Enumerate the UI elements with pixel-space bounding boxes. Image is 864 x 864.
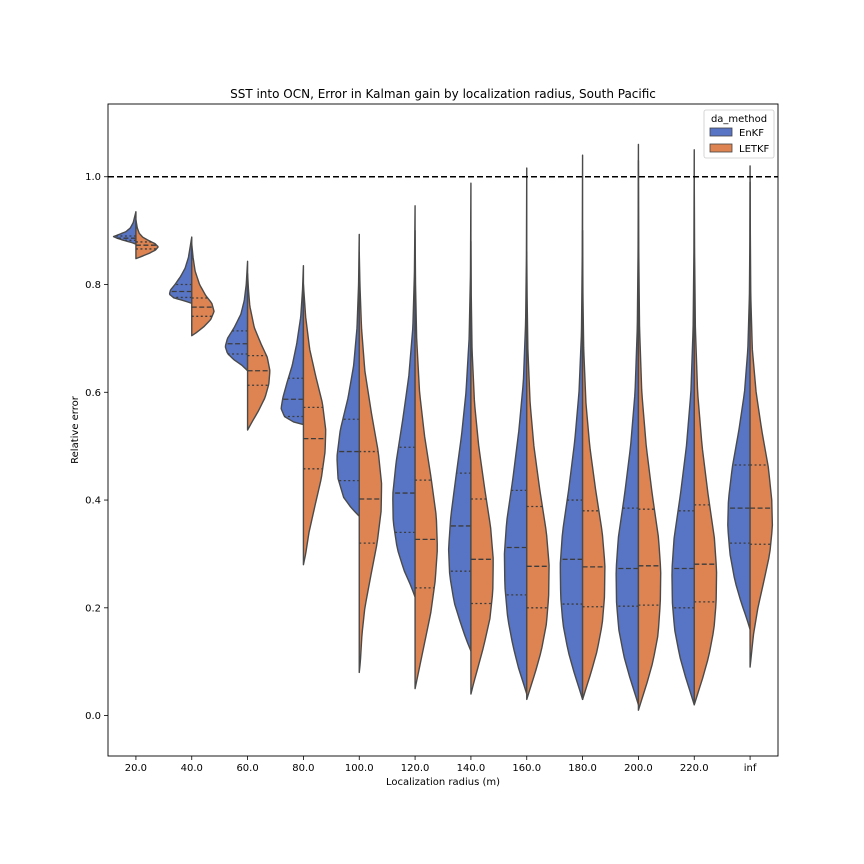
y-tick-label: 0.2 — [85, 603, 101, 614]
x-tick-label: 100.0 — [345, 763, 374, 774]
legend-label-enkf: EnKF — [739, 128, 764, 139]
y-tick-label: 0.0 — [85, 711, 101, 722]
x-tick-label: 140.0 — [457, 763, 486, 774]
y-tick-label: 0.6 — [85, 388, 101, 399]
x-tick-label: 200.0 — [624, 763, 653, 774]
x-tick-label: 20.0 — [125, 763, 147, 774]
x-tick-label: 60.0 — [236, 763, 258, 774]
x-tick-label: inf — [744, 763, 757, 774]
x-tick-label: 160.0 — [512, 763, 541, 774]
x-tick-label: 40.0 — [181, 763, 203, 774]
legend: da_method EnKF LETKF — [704, 110, 774, 158]
x-tick-label: 180.0 — [568, 763, 597, 774]
y-tick-label: 1.0 — [85, 172, 101, 183]
legend-swatch-letkf — [710, 144, 732, 152]
x-tick-label: 80.0 — [292, 763, 314, 774]
y-tick-label: 0.4 — [85, 496, 101, 507]
x-tick-label: 120.0 — [401, 763, 430, 774]
x-tick-label: 220.0 — [680, 763, 709, 774]
x-axis-label: Localization radius (m) — [386, 777, 500, 788]
legend-title: da_method — [711, 114, 767, 125]
chart-title: SST into OCN, Error in Kalman gain by lo… — [230, 87, 656, 101]
legend-label-letkf: LETKF — [739, 144, 770, 155]
y-axis-label: Relative error — [70, 395, 81, 464]
y-tick-label: 0.8 — [85, 280, 101, 291]
legend-swatch-enkf — [710, 128, 732, 136]
